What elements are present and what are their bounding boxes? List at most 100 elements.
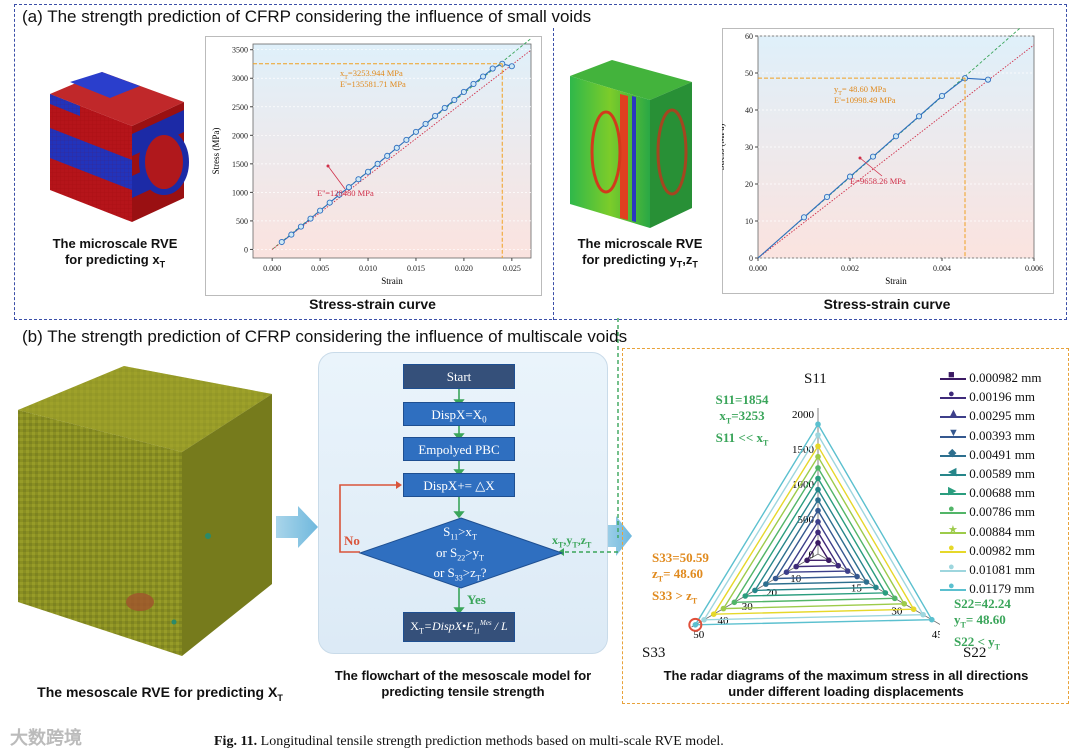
arrow-right-icon bbox=[276, 506, 318, 548]
s11-tick-label: 1500 bbox=[792, 444, 815, 456]
radar-series-9 bbox=[712, 444, 915, 615]
legend-swatch: ▶ bbox=[940, 485, 966, 499]
flowchart-connectors bbox=[339, 389, 618, 615]
legend-label: 0.00688 mm bbox=[966, 485, 1035, 501]
annotation-arrow bbox=[859, 157, 883, 177]
flowchart-start: Start bbox=[403, 364, 515, 389]
section-a-divider bbox=[553, 28, 554, 320]
radar-point bbox=[772, 575, 779, 582]
data-point bbox=[823, 193, 831, 200]
modulus-line-e-double-prime bbox=[271, 49, 532, 250]
data-point bbox=[355, 176, 362, 183]
data-point bbox=[326, 199, 333, 206]
legend-swatch: ▼ bbox=[940, 427, 966, 442]
radar-note-s22: S22=42.24 yT= 48.60 S22 < yT bbox=[954, 596, 1011, 652]
x-tick-label: 0.006 bbox=[1025, 264, 1043, 273]
microscale-rve-xt-image bbox=[50, 72, 189, 222]
radar-note-s11: S11=1854 xT=3253 S11 << xT bbox=[715, 392, 769, 448]
flowchart-result: XT=DispX•E11Mes / L bbox=[403, 612, 515, 642]
section-a-title: (a) The strength prediction of CFRP cons… bbox=[22, 7, 592, 26]
stress-strain-caption-right: Stress-strain curve bbox=[823, 296, 951, 312]
legend-item: ■ 0.000982 mm bbox=[940, 369, 1041, 386]
radar-point bbox=[901, 600, 908, 607]
legend-label: 0.00589 mm bbox=[966, 466, 1035, 481]
radar-point bbox=[815, 486, 821, 493]
y-tick-label: 0 bbox=[244, 245, 248, 254]
legend-swatch: ● bbox=[940, 542, 966, 557]
x-tick-label: 0.020 bbox=[455, 264, 473, 273]
legend-item: ● 0.01179 mm bbox=[940, 580, 1035, 597]
mesoscale-rve-caption: The mesoscale RVE for predicting XT bbox=[37, 684, 283, 703]
radar-axis-s11: S11 bbox=[804, 371, 827, 387]
radar-series-8 bbox=[722, 455, 906, 610]
s22-tick-label: 30 bbox=[891, 606, 903, 618]
radar-point bbox=[752, 587, 758, 594]
legend-item: ★ 0.00884 mm bbox=[940, 524, 1035, 540]
radar-axis-s22: S22 bbox=[963, 645, 987, 661]
radar-point bbox=[815, 443, 821, 449]
radar-series-2 bbox=[785, 520, 849, 573]
x-axis-label: Strain bbox=[885, 276, 907, 286]
legend-label: 0.01081 mm bbox=[966, 562, 1035, 577]
radar-point bbox=[815, 519, 821, 525]
legend-swatch: ● bbox=[940, 561, 966, 576]
y-tick-label: 20 bbox=[745, 180, 753, 189]
x-tick-label: 0.000 bbox=[263, 264, 281, 273]
radar-series-4 bbox=[764, 498, 868, 585]
flowchart-step-increment: DispX+= △X bbox=[403, 473, 515, 497]
y-tick-label: 1000 bbox=[232, 188, 248, 197]
radar-note-s33: S33=50.59 zT= 48.60 S33 > zT bbox=[652, 550, 709, 606]
radar-point bbox=[731, 599, 738, 606]
s22-tick-label: 45 bbox=[932, 629, 940, 641]
s11-tick-label: 0 bbox=[809, 549, 815, 561]
radar-series-1 bbox=[794, 530, 840, 568]
data-point bbox=[451, 96, 458, 103]
y-axis-label: Stress (MPa) bbox=[722, 124, 726, 171]
legend-label: 0.00786 mm bbox=[966, 504, 1035, 520]
radar-panel-frame bbox=[622, 348, 1069, 704]
legend-swatch: ● bbox=[940, 388, 966, 403]
y-tick-label: 2000 bbox=[232, 131, 248, 140]
radar-point bbox=[815, 475, 821, 482]
stress-strain-chart-right: 0 10 20 30 40 50 60 0.000 0.002 0.004 0.006 Strain S… bbox=[722, 28, 1043, 286]
s33-tick-label: 20 bbox=[766, 587, 778, 599]
x-axis-label: Strain bbox=[381, 276, 403, 286]
flowchart-step-dispx: DispX=X0 bbox=[403, 402, 515, 426]
section-a-frame bbox=[14, 4, 1067, 320]
radar-point bbox=[815, 453, 821, 460]
s33-tick-label: 50 bbox=[693, 629, 705, 641]
legend-item: ● 0.00196 mm bbox=[940, 388, 1035, 405]
annotation-e-prime: E'=10998.49 MPa bbox=[834, 95, 896, 105]
radar-point bbox=[815, 421, 821, 428]
y-tick-label: 0 bbox=[749, 254, 753, 263]
data-point bbox=[800, 214, 808, 221]
legend-item: ● 0.01081 mm bbox=[940, 561, 1035, 578]
y-axis-label: Stress (MPa) bbox=[211, 128, 221, 175]
radar-series-11 bbox=[694, 422, 934, 626]
radar-point bbox=[920, 611, 926, 618]
data-point bbox=[336, 191, 343, 198]
x-tick-label: 0.025 bbox=[503, 264, 521, 273]
flowchart-decision-diamond bbox=[358, 517, 564, 589]
data-point bbox=[288, 231, 295, 238]
annotation-peak: xT=3253.944 MPa bbox=[340, 68, 403, 81]
legend-label: 0.01179 mm bbox=[966, 581, 1035, 597]
data-point bbox=[470, 80, 477, 87]
radar-legend: ■ 0.000982 mm ● 0.00196 mm ▲ 0.00295 mm ▼ 0… bbox=[940, 369, 1066, 602]
radar-point bbox=[692, 622, 699, 628]
y-tick-label: 500 bbox=[236, 217, 248, 226]
data-point bbox=[460, 88, 467, 95]
radar-point bbox=[783, 569, 790, 575]
legend-swatch: ● bbox=[940, 580, 966, 595]
data-point bbox=[374, 160, 381, 167]
radar-point bbox=[815, 465, 821, 471]
data-point bbox=[317, 207, 324, 214]
annotation-arrow-head bbox=[858, 156, 862, 160]
data-point bbox=[345, 184, 352, 191]
flowchart-decision-text: S11>xT or S22>yT or S33>zT? bbox=[433, 524, 487, 583]
data-point bbox=[508, 63, 515, 70]
legend-swatch: ◆ bbox=[940, 447, 966, 461]
s33-exceed-marker bbox=[688, 617, 703, 632]
y-tick-label: 2500 bbox=[232, 103, 248, 112]
